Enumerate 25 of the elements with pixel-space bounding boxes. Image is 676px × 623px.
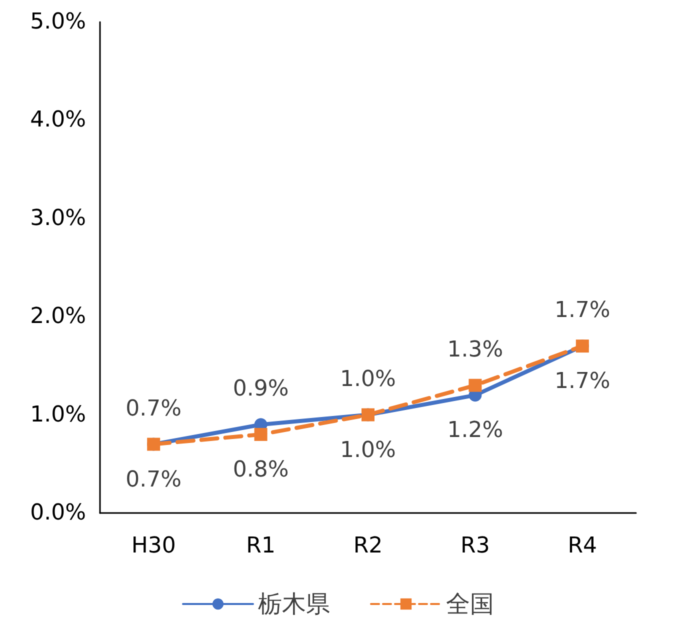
x-tick-label: R1 <box>246 534 276 558</box>
y-tick-label: 1.0% <box>30 402 86 428</box>
y-tick-label: 4.0% <box>30 108 86 133</box>
point <box>254 428 268 441</box>
x-tick-label: R4 <box>568 534 598 558</box>
y-tick-label: 5.0% <box>30 10 86 34</box>
legend-label: 栃木県 <box>258 590 330 618</box>
data-label: 0.8% <box>232 457 289 482</box>
data-label: 0.9% <box>232 376 289 402</box>
data-label: 1.2% <box>447 418 504 444</box>
y-tick-label: 0.0% <box>30 500 86 526</box>
data-label: 1.7% <box>554 369 610 394</box>
data-label: 1.7% <box>554 298 610 324</box>
data-label: 1.3% <box>447 337 504 362</box>
y-tick-label: 2.0% <box>30 304 86 330</box>
data-label: 1.0% <box>340 366 396 392</box>
data-label: 1.0% <box>340 438 396 463</box>
x-tick-label: H30 <box>131 534 176 558</box>
data-label: 0.7% <box>126 467 182 492</box>
x-tick-label: R2 <box>353 534 383 558</box>
y-tick-label: 3.0% <box>30 206 86 231</box>
x-tick-label: R3 <box>460 534 490 558</box>
legend-label: 全国 <box>446 590 494 618</box>
data-label: 0.7% <box>126 396 182 422</box>
point <box>468 378 482 392</box>
